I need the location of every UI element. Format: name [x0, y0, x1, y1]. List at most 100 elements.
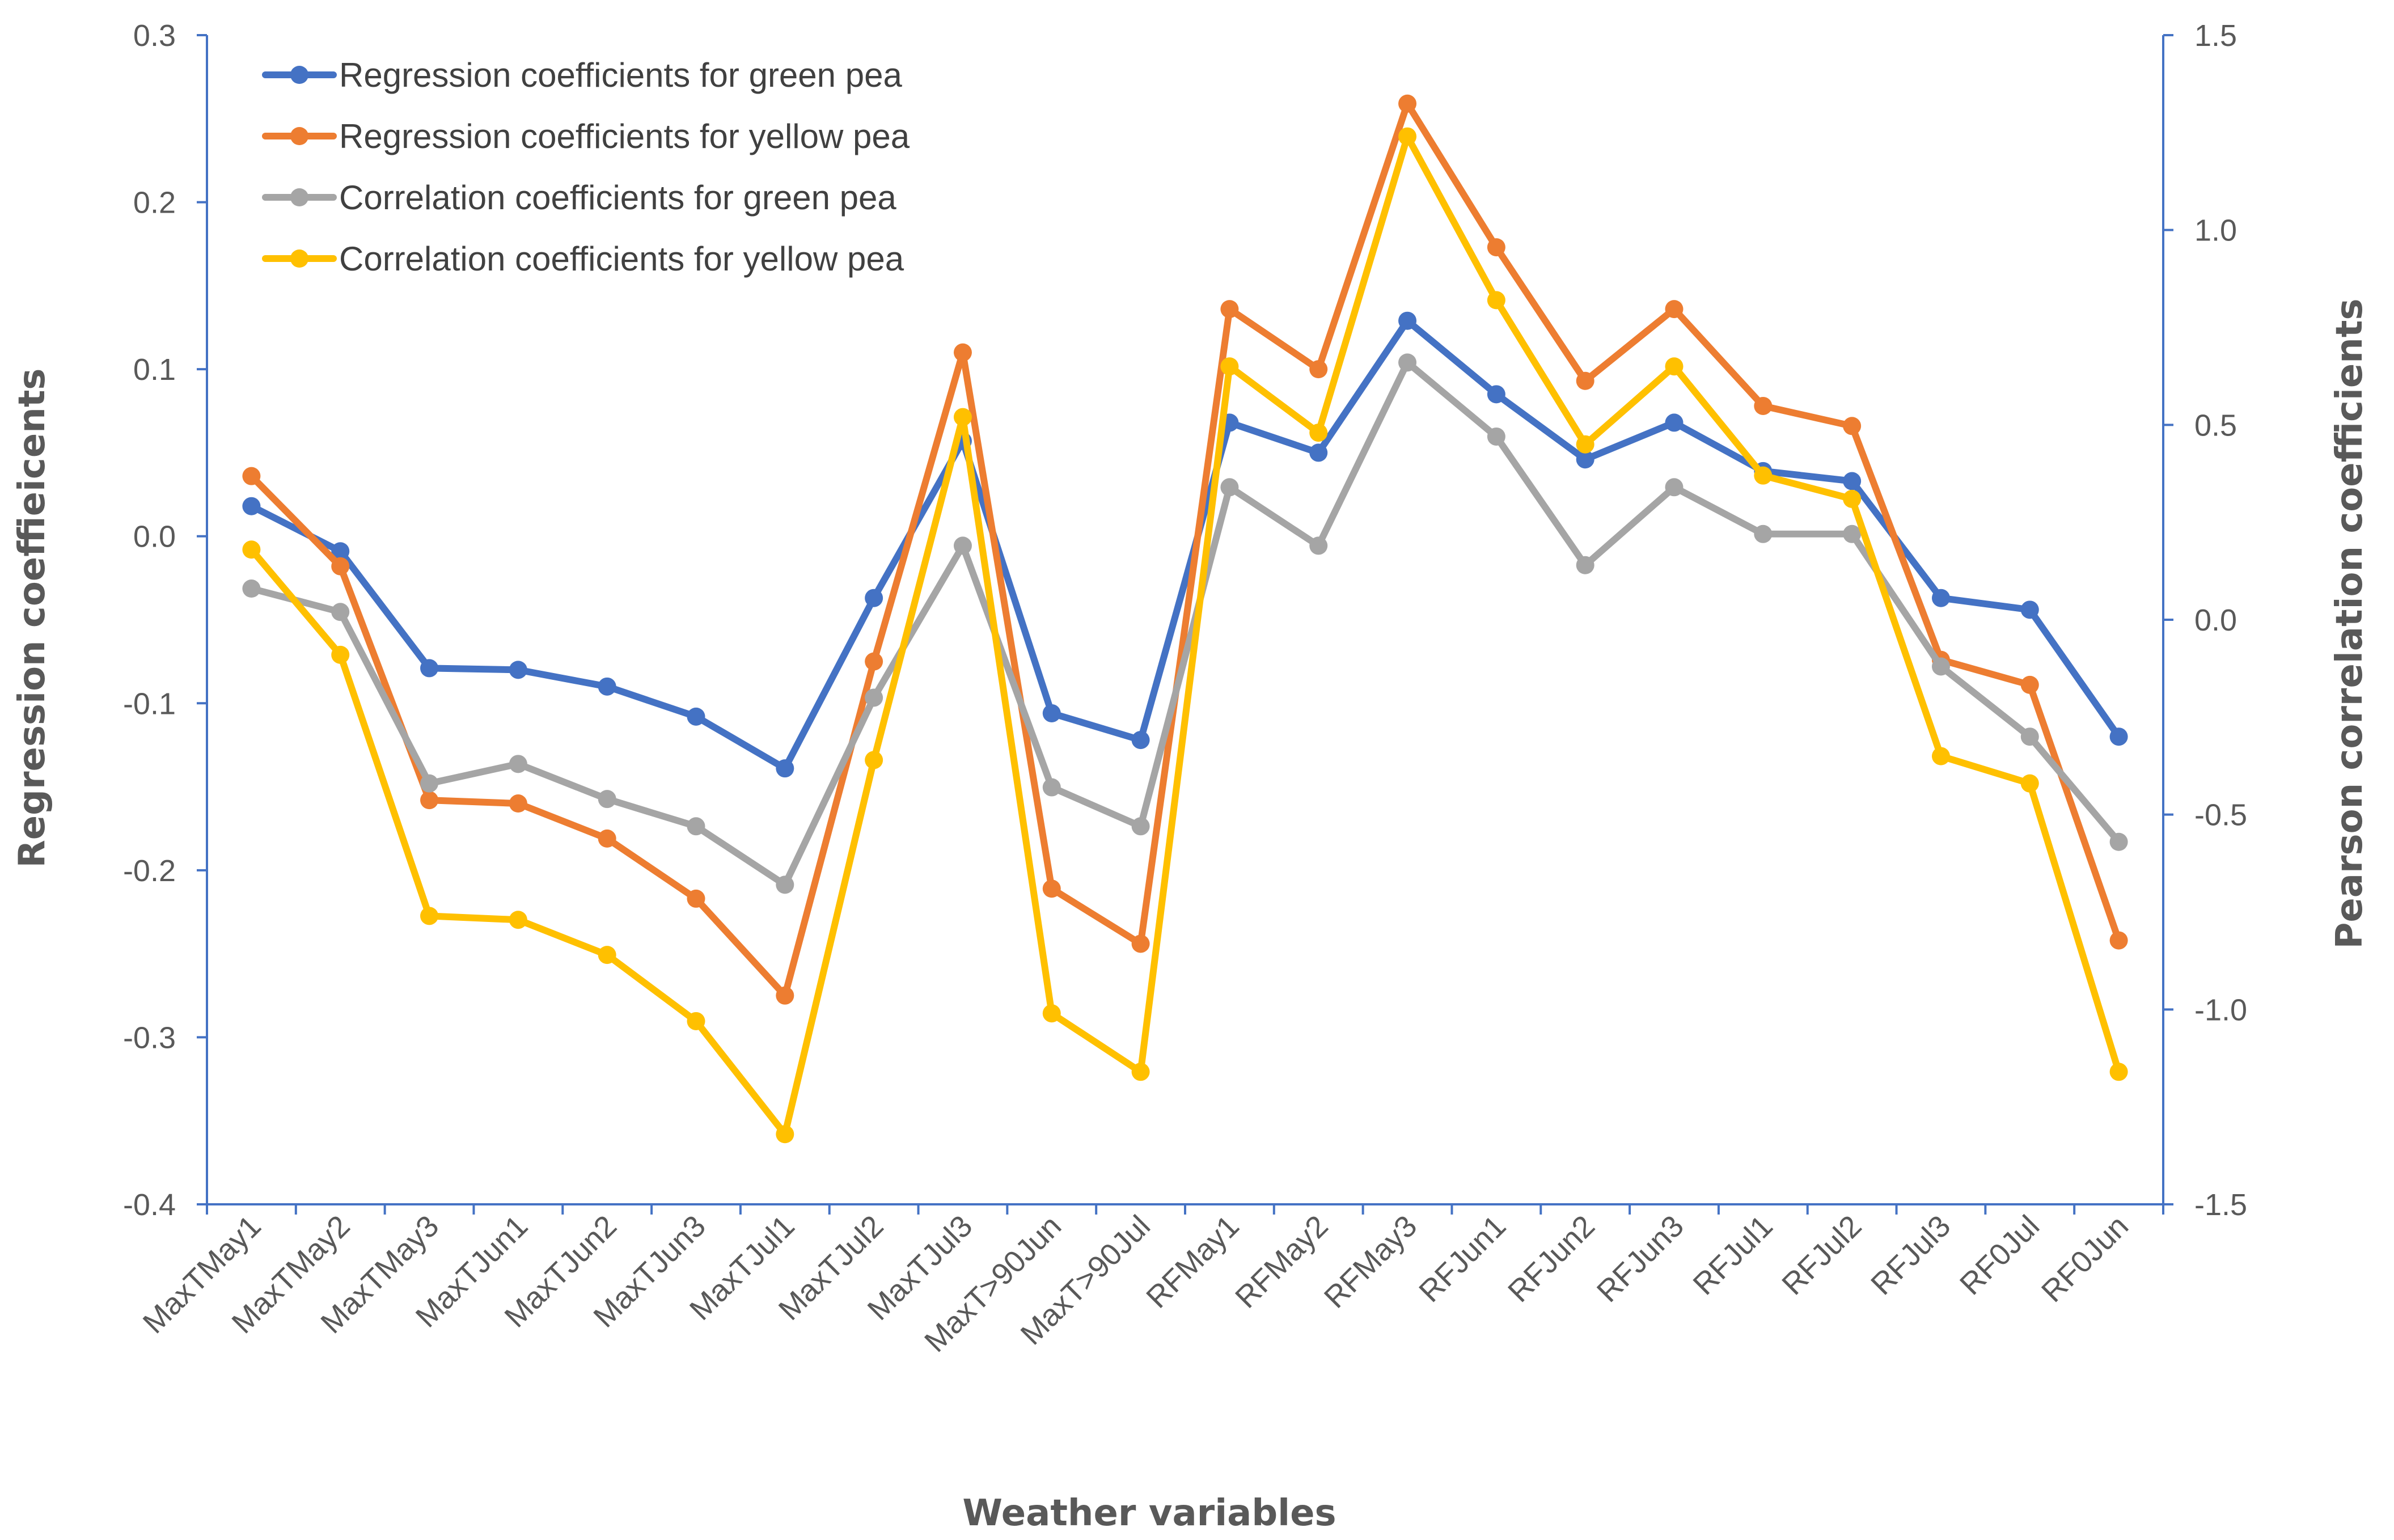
data-point [1843, 472, 1862, 490]
data-point [598, 790, 616, 809]
legend-swatch-marker [290, 66, 308, 84]
data-point [331, 557, 350, 576]
data-point [1398, 311, 1417, 330]
y2-tick-label: -0.5 [2194, 798, 2247, 832]
data-point [598, 677, 616, 696]
data-point [1220, 478, 1239, 497]
legend-entry-2: Regression coefficients for yellow pea [262, 117, 910, 155]
data-point [953, 536, 972, 555]
data-point [1131, 817, 1150, 836]
data-point [1042, 704, 1061, 722]
legend-entry-1: Regression coefficients for green pea [262, 56, 902, 94]
data-point [1398, 94, 1417, 113]
y-tick-label: -0.2 [123, 854, 176, 888]
data-point [242, 467, 261, 485]
data-point [865, 589, 883, 607]
data-point [1665, 478, 1684, 497]
data-point [1309, 360, 1328, 379]
data-point [687, 1012, 705, 1030]
y-tick-label: -0.4 [123, 1188, 176, 1222]
data-point [2020, 774, 2039, 793]
y-tick-label: -0.3 [123, 1021, 176, 1055]
y2-tick-label: 1.0 [2194, 214, 2237, 248]
data-point [509, 794, 527, 813]
series-line [248, 359, 2122, 889]
data-point [865, 751, 883, 769]
data-point [1131, 1063, 1150, 1081]
data-point [420, 791, 439, 810]
legend-swatch-marker [290, 188, 308, 206]
data-point [1220, 357, 1239, 376]
data-point [242, 497, 261, 515]
y2-tick-label: 1.5 [2194, 19, 2237, 53]
data-point [598, 946, 616, 964]
data-point [1042, 1004, 1061, 1023]
data-point [687, 817, 705, 836]
data-point [331, 645, 350, 664]
y2-tick-label: 0.5 [2194, 408, 2237, 442]
data-point [1487, 291, 1505, 310]
data-point [1576, 435, 1594, 454]
data-point [1309, 443, 1328, 462]
data-point [420, 659, 439, 678]
y-tick-label: 0.0 [133, 520, 176, 554]
data-point [2109, 931, 2128, 950]
series-line [248, 133, 2122, 1138]
y-tick-label: 0.1 [133, 353, 176, 387]
data-point [2109, 1063, 2128, 1081]
data-point [1576, 450, 1594, 469]
data-point [1487, 427, 1505, 446]
data-point [1843, 524, 1862, 543]
data-point [776, 759, 794, 778]
data-point [1131, 731, 1150, 750]
data-point [1487, 385, 1505, 404]
series-2 [242, 94, 2128, 1005]
data-point [1843, 489, 1862, 508]
data-point [2109, 727, 2128, 746]
data-point [1754, 524, 1773, 543]
data-point [509, 911, 527, 929]
data-point [2109, 832, 2128, 851]
data-point [509, 661, 527, 679]
data-point [1487, 238, 1505, 257]
series-3 [242, 353, 2128, 894]
data-point [1665, 300, 1684, 319]
data-point [687, 889, 705, 908]
data-point [1843, 417, 1862, 435]
data-point [2020, 600, 2039, 619]
data-point [953, 343, 972, 362]
legend-swatch-marker [290, 127, 308, 145]
data-point [242, 579, 261, 598]
series-4 [242, 127, 2128, 1144]
y-tick-label: 0.3 [133, 19, 176, 53]
data-point [1398, 353, 1417, 372]
data-point [1131, 934, 1150, 953]
data-point [2020, 675, 2039, 694]
data-point [1576, 371, 1594, 390]
data-point [1042, 778, 1061, 797]
data-point [1220, 300, 1239, 319]
data-point [1754, 396, 1773, 415]
x-axis-title: Weather variables [962, 1492, 1336, 1534]
y-tick-label: -0.1 [123, 687, 176, 721]
legend-label: Correlation coefficients for green pea [339, 179, 896, 217]
legend-label: Regression coefficients for green pea [339, 56, 902, 94]
data-point [865, 652, 883, 671]
legend-label: Regression coefficients for yellow pea [339, 117, 910, 155]
data-point [1931, 589, 1950, 607]
data-point [1309, 536, 1328, 555]
data-point [1309, 424, 1328, 442]
data-point [776, 875, 794, 894]
y-axis-title: Regression coeffieicents [11, 368, 53, 868]
data-point [1931, 657, 1950, 676]
y2-tick-label: -1.0 [2194, 993, 2247, 1027]
data-point [1576, 556, 1594, 574]
data-point [776, 1125, 794, 1144]
legend-swatch-marker [290, 249, 308, 268]
series-line [248, 100, 2122, 999]
legend-entry-4: Correlation coefficients for yellow pea [262, 240, 904, 278]
legend-entry-3: Correlation coefficients for green pea [262, 179, 896, 217]
series-line [248, 317, 2122, 772]
data-point [687, 707, 705, 726]
data-point [598, 829, 616, 848]
